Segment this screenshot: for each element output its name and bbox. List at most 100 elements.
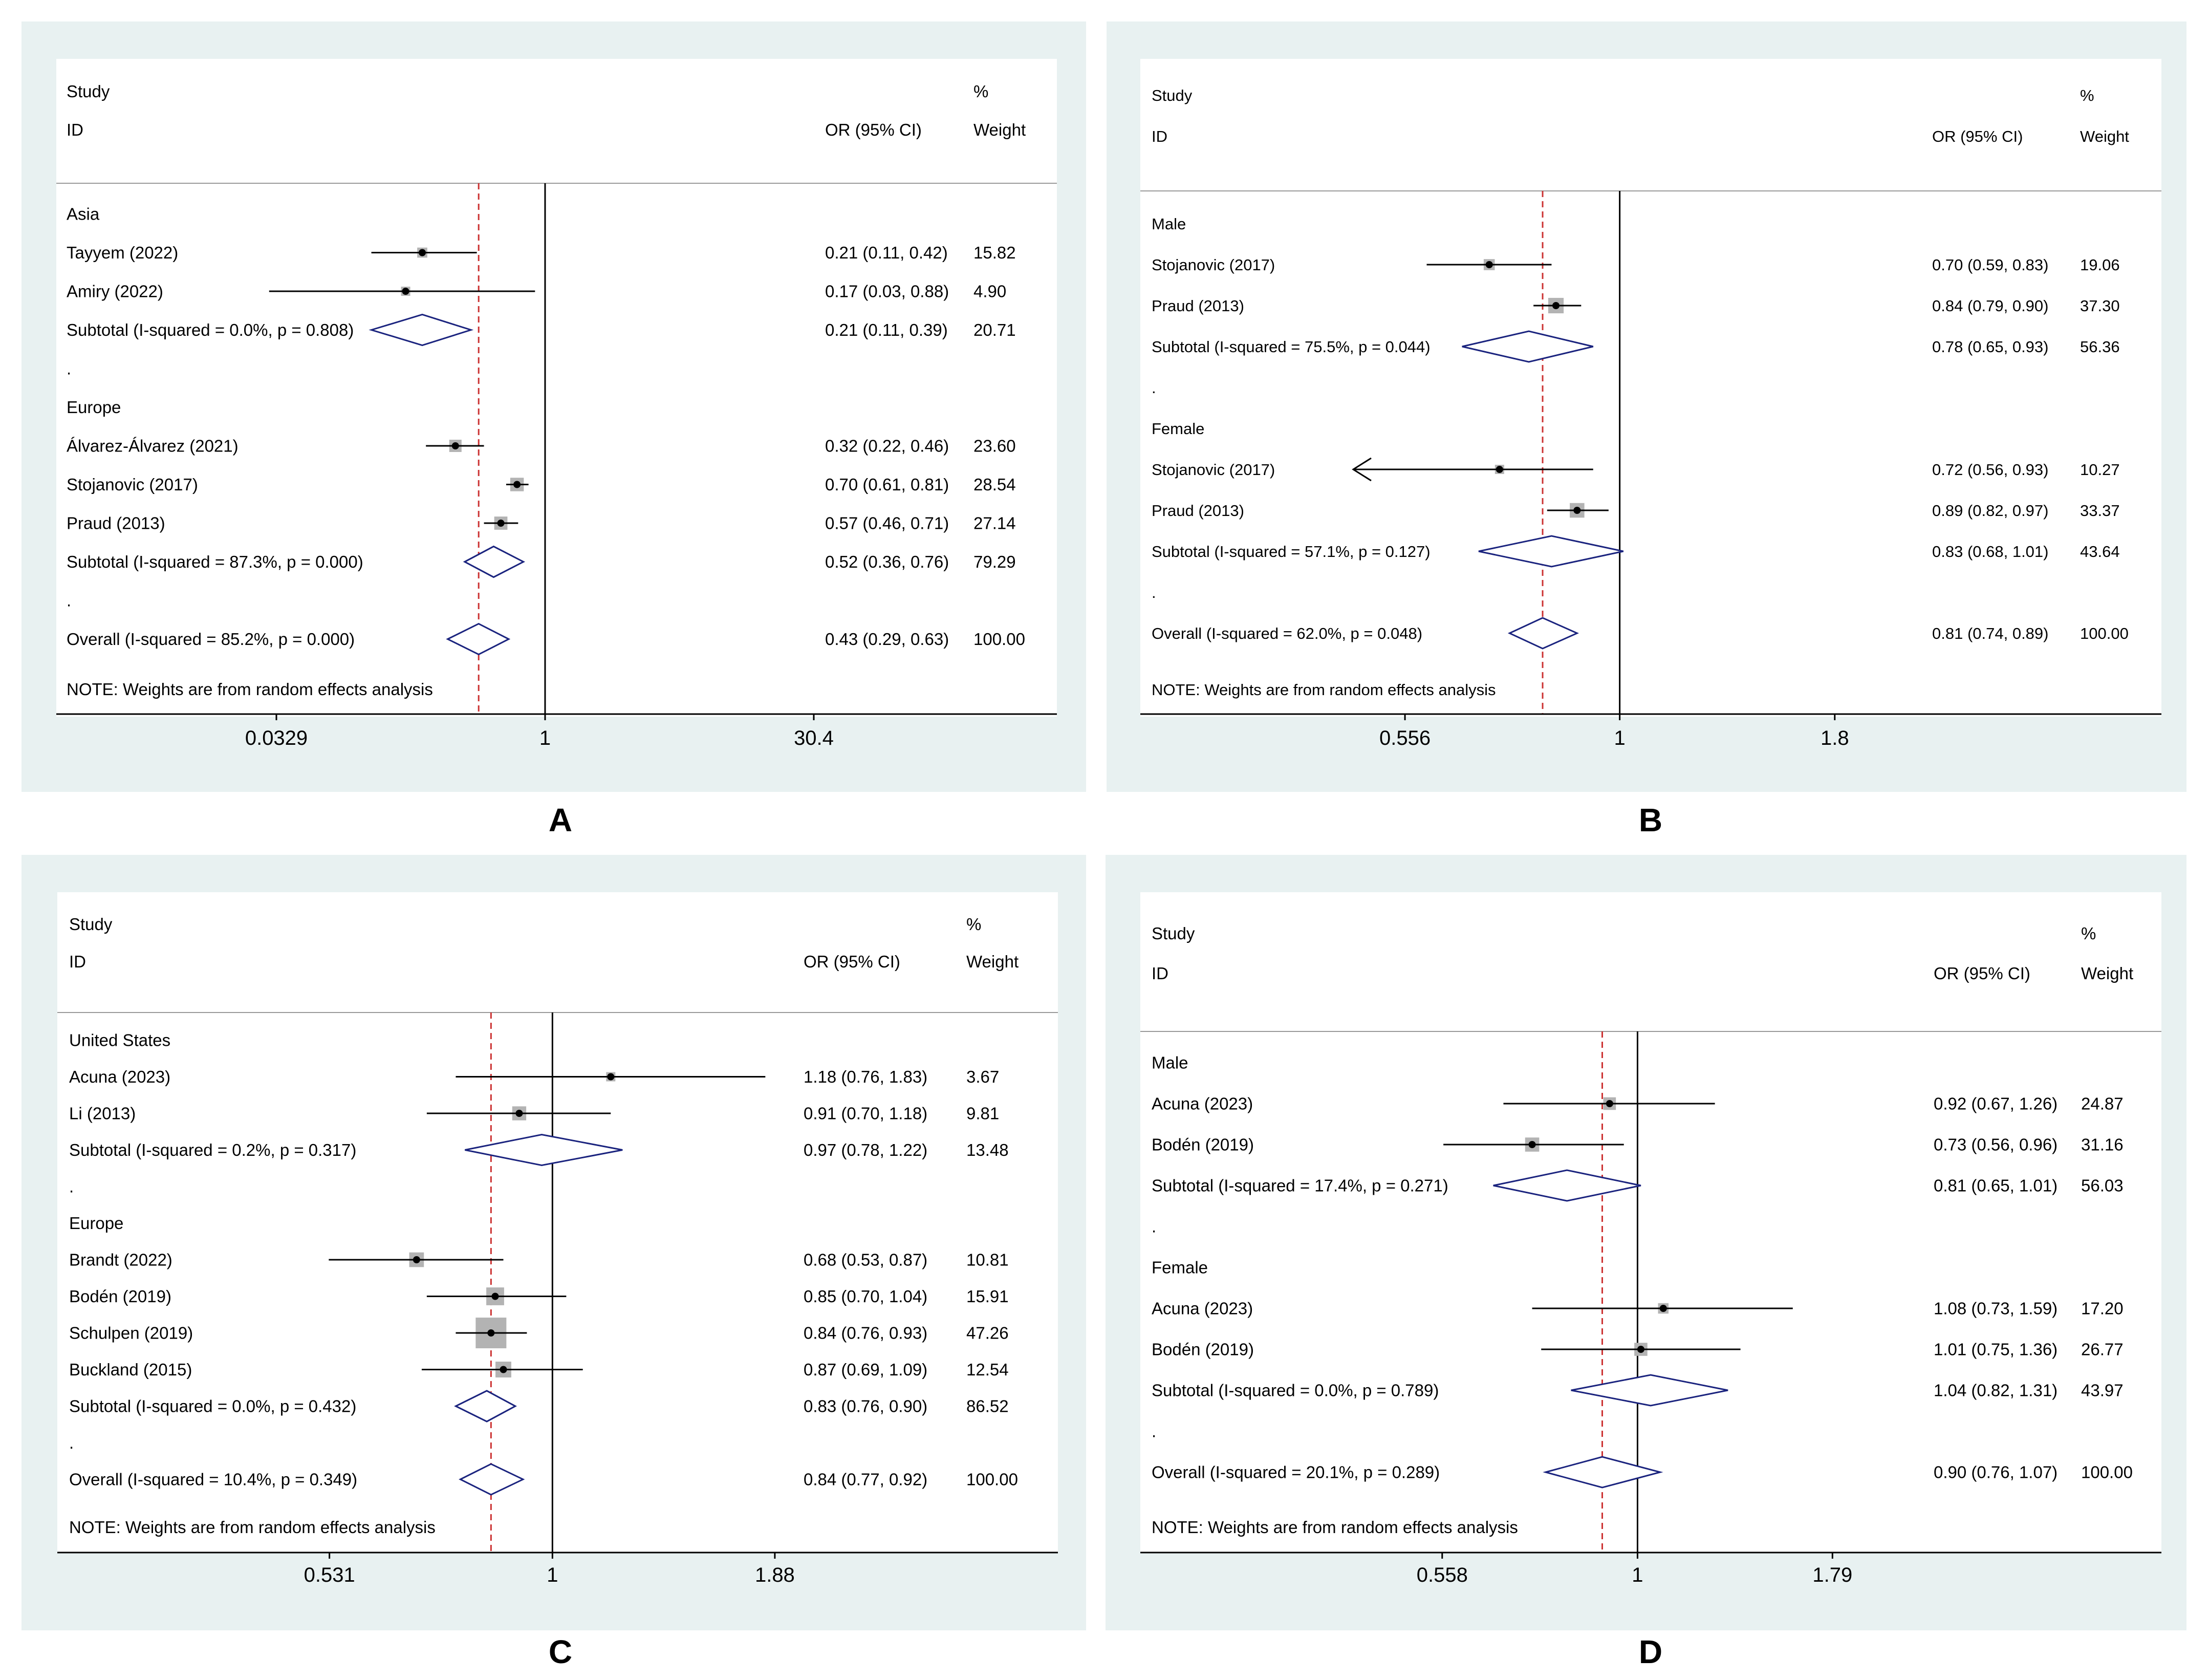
row-label: Praud (2013) — [1152, 297, 1244, 315]
header-id: ID — [1152, 964, 1168, 983]
row-weight: 43.97 — [2081, 1381, 2124, 1400]
header-percent: % — [2081, 924, 2096, 943]
point-estimate — [513, 481, 521, 488]
row-weight: 56.36 — [2080, 338, 2120, 356]
row-label: Stojanovic (2017) — [67, 475, 198, 494]
header-percent: % — [973, 82, 988, 101]
pooled-diamond — [1462, 330, 1594, 363]
row-label: Bodén (2019) — [1152, 1135, 1254, 1154]
point-estimate — [1496, 466, 1503, 473]
point-estimate — [607, 1073, 615, 1081]
x-axis-tick-label: 0.0329 — [245, 727, 308, 749]
header-study: Study — [67, 82, 110, 101]
row-label: . — [1152, 1217, 1156, 1236]
row-label: Overall (I-squared = 20.1%, p = 0.289) — [1152, 1463, 1440, 1482]
row-weight: 9.81 — [966, 1104, 999, 1123]
row-weight: 19.06 — [2080, 256, 2120, 274]
row-estimate: 0.84 (0.77, 0.92) — [804, 1470, 927, 1489]
row-estimate: 0.87 (0.69, 1.09) — [804, 1360, 927, 1379]
header-estimate: OR (95% CI) — [1934, 964, 2030, 983]
row-label: Subtotal (I-squared = 0.0%, p = 0.789) — [1152, 1381, 1439, 1400]
row-estimate: 0.85 (0.70, 1.04) — [804, 1287, 927, 1306]
panel-a-plot-area — [56, 59, 1057, 717]
pooled-diamond — [454, 1390, 517, 1423]
header-weight: Weight — [2080, 127, 2129, 145]
row-label: Overall (I-squared = 10.4%, p = 0.349) — [69, 1470, 357, 1489]
row-weight: 26.77 — [2081, 1340, 2124, 1359]
point-estimate — [1606, 1100, 1613, 1107]
row-label: Female — [1152, 420, 1204, 438]
row-label: Acuna (2023) — [1152, 1299, 1253, 1318]
row-estimate: 0.84 (0.79, 0.90) — [1932, 297, 2049, 315]
row-weight: 12.54 — [966, 1360, 1009, 1379]
pooled-diamond — [459, 1463, 525, 1496]
row-estimate: 0.73 (0.56, 0.96) — [1934, 1135, 2058, 1154]
row-label: . — [1152, 584, 1156, 601]
row-weight: 23.60 — [973, 437, 1016, 456]
row-estimate: 0.70 (0.61, 0.81) — [825, 475, 949, 494]
row-label: Subtotal (I-squared = 87.3%, p = 0.000) — [67, 552, 363, 571]
header-weight: Weight — [966, 952, 1019, 971]
row-label: Subtotal (I-squared = 0.0%, p = 0.808) — [67, 320, 354, 339]
row-estimate: 0.89 (0.82, 0.97) — [1932, 502, 2049, 520]
x-axis-tick-label: 0.556 — [1379, 727, 1431, 749]
row-label: . — [69, 1433, 74, 1452]
header-estimate: OR (95% CI) — [804, 952, 900, 971]
point-estimate — [1528, 1141, 1536, 1148]
row-estimate: 0.57 (0.46, 0.71) — [825, 514, 949, 533]
pooled-diamond — [1493, 1169, 1641, 1202]
row-weight: 79.29 — [973, 552, 1016, 571]
row-label: Schulpen (2019) — [69, 1324, 193, 1343]
header-id: ID — [1152, 127, 1167, 145]
row-weight: 28.54 — [973, 475, 1016, 494]
row-label: . — [67, 359, 71, 378]
point-estimate — [451, 442, 459, 449]
row-label: Bodén (2019) — [69, 1287, 171, 1306]
row-weight: 31.16 — [2081, 1135, 2124, 1154]
x-axis-tick-label: 1 — [547, 1564, 558, 1586]
row-weight: 100.00 — [2081, 1463, 2133, 1482]
row-label: Stojanovic (2017) — [1152, 256, 1275, 274]
x-axis-tick-label: 1.8 — [1821, 727, 1849, 749]
row-estimate: 0.91 (0.70, 1.18) — [804, 1104, 927, 1123]
pooled-diamond — [1478, 535, 1624, 568]
x-axis-tick-label: 30.4 — [794, 727, 834, 749]
panel-label-d: D — [1638, 1633, 1663, 1670]
row-weight: 47.26 — [966, 1324, 1009, 1343]
row-label: Subtotal (I-squared = 57.1%, p = 0.127) — [1152, 543, 1431, 561]
row-estimate: 0.81 (0.74, 0.89) — [1932, 624, 2049, 642]
pooled-diamond — [369, 313, 474, 347]
row-estimate: 0.21 (0.11, 0.39) — [825, 320, 948, 339]
row-weight: 37.30 — [2080, 297, 2120, 315]
point-estimate — [402, 288, 409, 295]
pooled-diamond — [1543, 1456, 1663, 1489]
header-weight: Weight — [2081, 964, 2133, 983]
panel-c-plot-area — [57, 892, 1058, 1553]
point-estimate — [500, 1366, 507, 1373]
row-label: Amiry (2022) — [67, 282, 163, 301]
row-estimate: 0.90 (0.76, 1.07) — [1934, 1463, 2058, 1482]
row-weight: 15.82 — [973, 243, 1016, 262]
row-estimate: 1.08 (0.73, 1.59) — [1934, 1299, 2058, 1318]
row-label: Subtotal (I-squared = 17.4%, p = 0.271) — [1152, 1176, 1448, 1195]
row-weight: 20.71 — [973, 320, 1016, 339]
weights-note: NOTE: Weights are from random effects an… — [1152, 681, 1496, 699]
row-estimate: 0.92 (0.67, 1.26) — [1934, 1094, 2058, 1113]
weights-note: NOTE: Weights are from random effects an… — [69, 1518, 436, 1537]
row-weight: 100.00 — [966, 1470, 1018, 1489]
row-label: Li (2013) — [69, 1104, 136, 1123]
row-label: Álvarez-Álvarez (2021) — [67, 437, 239, 456]
row-label: Asia — [67, 205, 100, 224]
point-estimate — [515, 1110, 523, 1117]
row-label: Brandt (2022) — [69, 1251, 172, 1269]
row-estimate: 0.97 (0.78, 1.22) — [804, 1140, 927, 1159]
header-study: Study — [1152, 87, 1193, 104]
pooled-diamond — [446, 622, 511, 656]
row-weight: 13.48 — [966, 1140, 1009, 1159]
row-label: . — [1152, 379, 1156, 397]
point-estimate — [491, 1293, 499, 1300]
row-estimate: 0.81 (0.65, 1.01) — [1934, 1176, 2058, 1195]
point-estimate — [1573, 507, 1581, 514]
